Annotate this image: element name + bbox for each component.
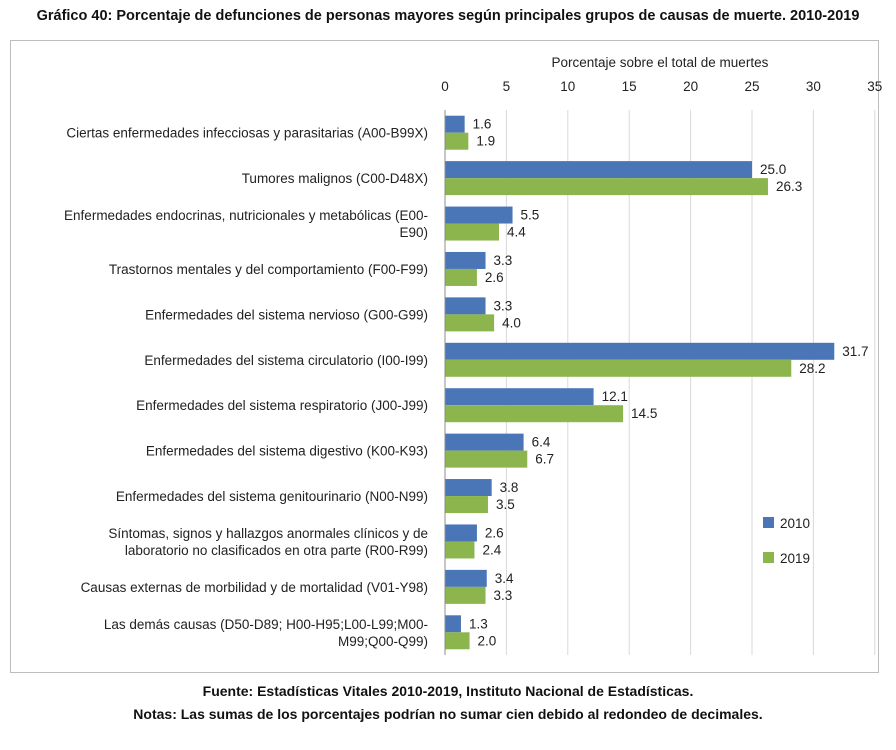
data-label-2019: 14.5 xyxy=(631,406,657,421)
bar-2019 xyxy=(445,223,500,241)
source-note: Fuente: Estadísticas Vitales 2010-2019, … xyxy=(202,683,694,699)
bar-2019 xyxy=(445,132,469,150)
category-label: Enfermedades del sistema nervioso (G00-G… xyxy=(145,307,428,322)
category-label: Síntomas, signos y hallazgos anormales c… xyxy=(108,526,428,541)
data-label-2010: 25.0 xyxy=(760,162,786,177)
bar-2019 xyxy=(445,586,486,604)
bar-2019 xyxy=(445,496,488,514)
legend-swatch-2010 xyxy=(763,517,774,528)
data-label-2010: 5.5 xyxy=(521,208,540,223)
legend-label-2019: 2019 xyxy=(780,551,810,566)
category-label: Enfermedades endocrinas, nutricionales y… xyxy=(64,208,428,223)
data-label-2019: 28.2 xyxy=(799,361,825,376)
category-label: E90) xyxy=(399,225,428,240)
bar-2010 xyxy=(445,161,752,179)
bar-2010 xyxy=(445,388,594,406)
x-tick-label: 30 xyxy=(806,79,821,94)
bar-2019 xyxy=(445,632,470,650)
data-label-2010: 3.8 xyxy=(500,480,519,495)
data-label-2010: 1.3 xyxy=(469,616,488,631)
data-label-2010: 3.3 xyxy=(494,253,513,268)
x-tick-label: 0 xyxy=(441,79,449,94)
chart-frame xyxy=(10,40,879,673)
category-label: Enfermedades del sistema digestivo (K00-… xyxy=(146,444,428,459)
data-label-2019: 26.3 xyxy=(776,179,802,194)
bar-2019 xyxy=(445,359,792,377)
data-label-2019: 4.4 xyxy=(507,225,526,240)
data-label-2019: 2.0 xyxy=(478,633,497,648)
data-label-2010: 31.7 xyxy=(842,344,868,359)
data-label-2010: 1.6 xyxy=(473,117,492,132)
x-tick-label: 25 xyxy=(744,79,759,94)
x-tick-label: 20 xyxy=(683,79,698,94)
bar-2019 xyxy=(445,450,528,468)
bar-2019 xyxy=(445,405,624,423)
data-label-2019: 2.6 xyxy=(485,270,504,285)
data-label-2019: 4.0 xyxy=(502,315,521,330)
data-label-2019: 6.7 xyxy=(535,452,554,467)
bar-2010 xyxy=(445,433,524,451)
x-axis-label: Porcentaje sobre el total de muertes xyxy=(551,55,768,70)
data-label-2019: 2.4 xyxy=(482,542,501,557)
notes-note: Notas: Las sumas de los porcentajes podr… xyxy=(133,706,763,722)
bar-chart: Porcentaje sobre el total de muertes 0 5 10… xyxy=(64,55,882,655)
x-tick-label: 35 xyxy=(867,79,882,94)
bar-2010 xyxy=(445,297,486,315)
x-tick-label: 15 xyxy=(622,79,637,94)
category-label: Enfermedades del sistema respiratorio (J… xyxy=(136,398,428,413)
category-label: Enfermedades del sistema circulatorio (I… xyxy=(144,353,428,368)
data-label-2019: 3.5 xyxy=(496,497,515,512)
bar-2019 xyxy=(445,268,477,286)
data-label-2010: 12.1 xyxy=(602,389,628,404)
category-label: M99;Q00-Q99) xyxy=(338,634,428,649)
data-label-2010: 3.3 xyxy=(494,298,513,313)
category-label: Enfermedades del sistema genitourinario … xyxy=(116,489,428,504)
bar-2010 xyxy=(445,479,492,497)
bar-2010 xyxy=(445,251,486,269)
category-label: Causas externas de morbilidad y de morta… xyxy=(81,580,428,595)
bar-2010 xyxy=(445,206,513,224)
category-label: Ciertas enfermedades infecciosas y paras… xyxy=(66,126,428,141)
data-label-2019: 1.9 xyxy=(476,134,495,149)
data-label-2010: 2.6 xyxy=(485,525,504,540)
category-label: Las demás causas (D50-D89; H00-H95;L00-L… xyxy=(104,617,428,632)
bar-2010 xyxy=(445,524,477,542)
bar-2010 xyxy=(445,342,835,360)
data-label-2010: 3.4 xyxy=(495,571,514,586)
category-label: Trastornos mentales y del comportamiento… xyxy=(109,262,428,277)
chart-title: Gráfico 40: Porcentaje de defunciones de… xyxy=(36,8,860,24)
data-label-2019: 3.3 xyxy=(494,588,513,603)
bar-2010 xyxy=(445,615,461,633)
category-label: Tumores malignos (C00-D48X) xyxy=(242,171,428,186)
bar-2019 xyxy=(445,541,475,559)
data-label-2010: 6.4 xyxy=(532,435,551,450)
legend-label-2010: 2010 xyxy=(780,516,810,531)
x-tick-label: 5 xyxy=(503,79,511,94)
bar-2019 xyxy=(445,178,768,196)
bar-2019 xyxy=(445,314,495,332)
bar-2010 xyxy=(445,115,465,133)
x-tick-label: 10 xyxy=(560,79,575,94)
bar-2010 xyxy=(445,569,487,587)
legend-swatch-2019 xyxy=(763,552,774,563)
category-label: laboratorio no clasificados en otra part… xyxy=(125,543,428,558)
